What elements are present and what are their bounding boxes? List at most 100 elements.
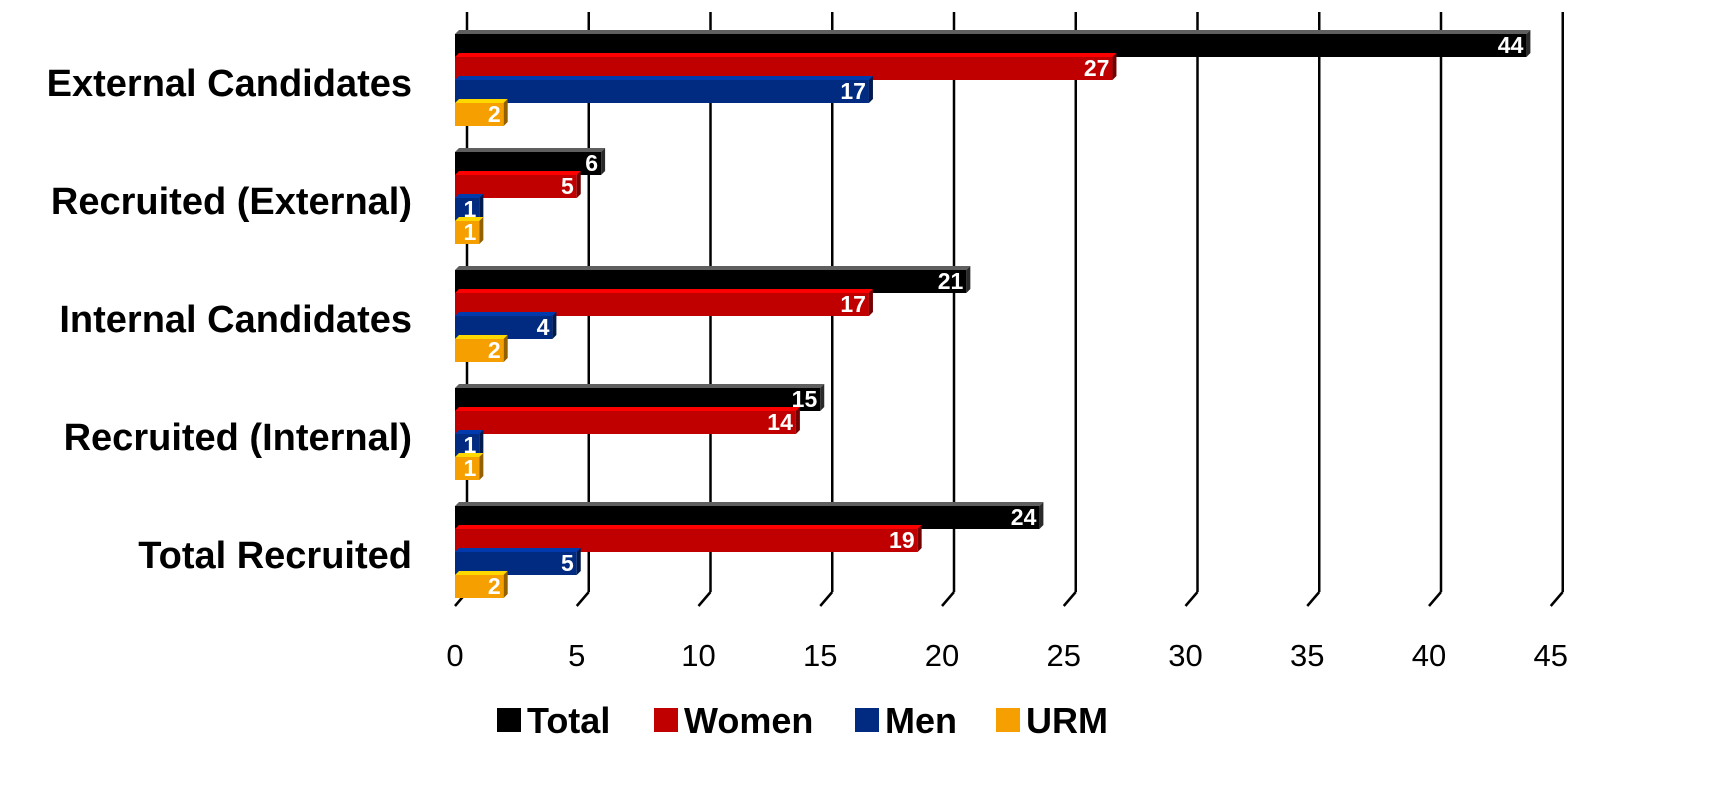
bar-women: 19 [455, 525, 922, 553]
bar-women: 5 [455, 171, 581, 199]
data-label: 1 [464, 219, 477, 245]
bar-front-face [455, 529, 918, 552]
bar-top-face [455, 99, 508, 103]
data-label: 17 [840, 291, 866, 317]
x-tick-label: 20 [925, 638, 959, 673]
bar-side-face [966, 266, 971, 293]
gridline-floor-10 [697, 591, 712, 607]
bar-top-face [455, 430, 484, 434]
bar-side-face [576, 548, 581, 575]
bar-men: 17 [455, 76, 873, 104]
data-label: 21 [938, 268, 964, 294]
bar-urm: 1 [455, 453, 484, 481]
bar-top-face [455, 453, 484, 457]
bar-top-face [455, 148, 606, 152]
legend-swatch [855, 708, 879, 732]
gridline-floor-15 [819, 591, 834, 607]
x-tick-label: 30 [1168, 638, 1202, 673]
x-tick-label: 5 [568, 638, 585, 673]
bar-side-face [868, 76, 873, 103]
bar-side-face [503, 571, 508, 598]
category-labels: External Candidates Recruited (External) I… [47, 63, 412, 577]
bar-top-face [455, 525, 922, 529]
data-label: 17 [840, 78, 866, 104]
bar-front-face [455, 80, 869, 103]
bar-front-face [455, 575, 504, 598]
bar-front-face [455, 339, 504, 362]
data-label: 5 [561, 173, 574, 199]
bar-side-face [601, 148, 606, 175]
category-label: Recruited (Internal) [64, 417, 412, 459]
bar-front-face [455, 552, 577, 575]
bar-top-face [455, 217, 484, 221]
bar-total: 6 [455, 148, 606, 176]
bar-front-face [455, 411, 796, 434]
bar-total: 21 [455, 266, 971, 294]
bar-top-face [455, 266, 971, 270]
legend-total: Total [497, 700, 610, 741]
bar-top-face [455, 384, 825, 388]
bar-urm: 2 [455, 99, 508, 127]
legend-men: Men [855, 700, 957, 741]
x-tick-label: 40 [1412, 638, 1446, 673]
legend-label: Men [885, 700, 957, 741]
data-label: 1 [464, 455, 477, 481]
legend-label: Women [684, 700, 813, 741]
bar-front-face [455, 221, 480, 244]
bar-side-face [868, 289, 873, 316]
bar-side-face [479, 194, 484, 221]
bar-total: 24 [455, 502, 1044, 530]
bar-front-face [455, 388, 821, 411]
x-tick-label: 10 [681, 638, 715, 673]
bar-side-face [552, 312, 557, 339]
bar-side-face [795, 407, 800, 434]
bar-top-face [455, 76, 873, 80]
bar-urm: 1 [455, 217, 484, 245]
legend-women: Women [654, 700, 813, 741]
gridline-floor-40 [1428, 591, 1442, 607]
legend-urm: URM [996, 700, 1108, 741]
gridline-floor-30 [1184, 591, 1199, 607]
bar-men: 1 [455, 194, 484, 222]
data-label: 14 [767, 409, 793, 435]
legend-swatch [654, 708, 678, 732]
bar-top-face [455, 30, 1531, 34]
legend-swatch [996, 708, 1020, 732]
data-label: 1 [464, 196, 477, 222]
gridline-floor-25 [1062, 591, 1077, 607]
data-label: 44 [1498, 32, 1524, 58]
bar-top-face [455, 335, 508, 339]
x-tick-label: 35 [1290, 638, 1324, 673]
x-tick-label: 0 [446, 638, 463, 673]
bar-top-face [455, 171, 581, 175]
bar-top-face [455, 502, 1044, 506]
bar-front-face [455, 457, 480, 480]
bar-women: 27 [455, 53, 1117, 81]
bar-front-face [455, 293, 869, 316]
bar-front-face [455, 57, 1113, 80]
bar-side-face [503, 99, 508, 126]
bar-men: 1 [455, 430, 484, 458]
category-label: Total Recruited [138, 535, 412, 577]
category-label: External Candidates [47, 63, 412, 105]
bar-side-face [479, 430, 484, 457]
x-tick-label: 15 [803, 638, 837, 673]
legend-swatch [497, 708, 521, 732]
bar-front-face [455, 506, 1040, 529]
bar-side-face [479, 453, 484, 480]
legend-label: Total [527, 700, 610, 741]
x-axis-tick-labels: 0 5 10 15 20 25 30 35 40 45 [446, 638, 1568, 673]
gridline-floor-20 [941, 591, 955, 607]
bar-side-face [503, 335, 508, 362]
bar-total: 44 [455, 30, 1531, 58]
bar-front-face [455, 175, 577, 198]
data-label: 2 [488, 101, 501, 127]
bar-side-face [1039, 502, 1044, 529]
bar-side-face [576, 171, 581, 198]
x-tick-label: 25 [1047, 638, 1081, 673]
bar-side-face [820, 384, 825, 411]
legend: Total Women Men URM [497, 700, 1108, 741]
gridline-floor-45 [1549, 591, 1564, 607]
